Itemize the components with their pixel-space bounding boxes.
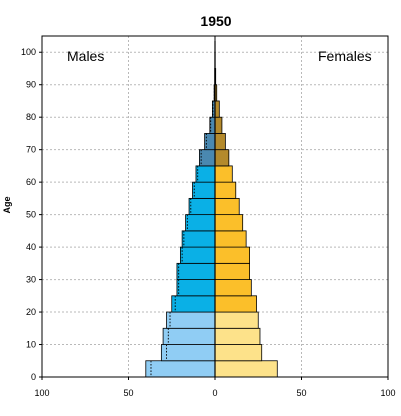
- male-bar: [161, 345, 215, 361]
- female-bar: [215, 328, 260, 344]
- female-bar: [215, 296, 257, 312]
- female-bar: [215, 182, 236, 198]
- y-tick-label: 50: [26, 210, 36, 220]
- y-tick-label: 10: [26, 340, 36, 350]
- y-tick-label: 70: [26, 145, 36, 155]
- female-bar: [215, 247, 250, 263]
- male-bar: [163, 328, 215, 344]
- male-bar: [189, 198, 215, 214]
- male-bar: [146, 361, 215, 377]
- female-bar: [215, 345, 262, 361]
- female-bar: [215, 198, 239, 214]
- male-bar: [177, 280, 215, 296]
- female-bar: [215, 231, 246, 247]
- male-bar: [199, 150, 215, 166]
- male-bar: [196, 166, 215, 182]
- female-bar: [215, 133, 225, 149]
- x-tick-label: 50: [296, 388, 306, 398]
- y-tick-label: 80: [26, 112, 36, 122]
- y-tick-label: 40: [26, 242, 36, 252]
- x-tick-label: 100: [34, 388, 49, 398]
- female-bar: [215, 312, 258, 328]
- male-bar: [186, 215, 215, 231]
- female-bar: [215, 361, 277, 377]
- y-tick-label: 30: [26, 275, 36, 285]
- female-bar: [215, 215, 243, 231]
- x-tick-label: 50: [123, 388, 133, 398]
- y-axis-label: Age: [2, 196, 12, 213]
- male-bar: [193, 182, 215, 198]
- x-tick-label: 0: [212, 388, 217, 398]
- male-bar: [177, 263, 215, 279]
- male-bar: [182, 231, 215, 247]
- female-bar: [215, 101, 219, 117]
- male-bar: [172, 296, 215, 312]
- female-bar: [215, 150, 229, 166]
- females-label: Females: [318, 48, 372, 64]
- y-tick-label: 90: [26, 80, 36, 90]
- male-bar: [167, 312, 215, 328]
- y-tick-label: 100: [21, 47, 36, 57]
- female-bar: [215, 117, 222, 133]
- male-bar: [180, 247, 215, 263]
- female-bar: [215, 263, 250, 279]
- x-tick-label: 100: [380, 388, 395, 398]
- males-label: Males: [67, 48, 104, 64]
- female-bar: [215, 280, 251, 296]
- y-tick-label: 0: [31, 372, 36, 382]
- chart-title: 1950: [200, 13, 231, 29]
- y-tick-label: 60: [26, 177, 36, 187]
- y-tick-label: 20: [26, 307, 36, 317]
- female-bar: [215, 166, 232, 182]
